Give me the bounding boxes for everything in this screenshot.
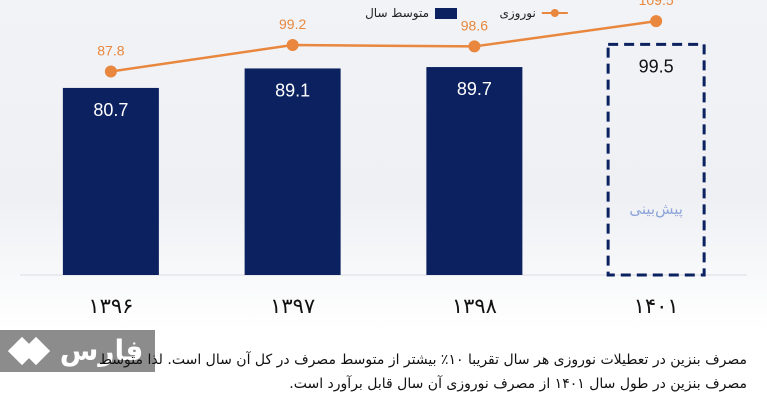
legend-swatch-nowruz bbox=[541, 7, 568, 19]
bar-line-chart: 80.7 ۱۳۹۶ 89.1 ۱۳۹۷ 89.7 ۱۳۹۸ 99.5 ۱۴۰۱ پیش‌بینی… bbox=[20, 0, 747, 318]
nowruz-value-label-4: 109.5 bbox=[639, 0, 674, 8]
chart-caption: مصرف بنزین در تعطیلات نوروزی هر سال تقری… bbox=[99, 352, 747, 392]
logo-text: فارس bbox=[59, 334, 144, 367]
bar-1 bbox=[62, 87, 159, 275]
bar-value-label-4: 99.5 bbox=[639, 56, 674, 76]
x-tick-label-3: ۱۳۹۸ bbox=[452, 294, 497, 318]
legend-swatch-average bbox=[435, 7, 457, 19]
bar-3 bbox=[426, 67, 523, 276]
bar-4-forecast bbox=[606, 42, 706, 277]
nowruz-point-3 bbox=[468, 40, 481, 53]
x-tick-label-4: ۱۴۰۱ bbox=[634, 294, 679, 318]
legend-item-average: متوسط سال bbox=[365, 6, 457, 20]
nowruz-line bbox=[110, 19, 657, 73]
diamond-logo-icon bbox=[12, 339, 50, 363]
chart-legend: متوسط سال نوروزی bbox=[0, 6, 767, 26]
bar-value-label-2: 89.1 bbox=[275, 80, 310, 100]
farsnews-logo: فارس bbox=[0, 330, 155, 372]
nowruz-value-label-3: 98.6 bbox=[461, 17, 488, 33]
caption-section: فارس مصرف بنزین در تعطیلات نوروزی هر سال… bbox=[0, 330, 767, 418]
bar-value-label-1: 80.7 bbox=[93, 100, 128, 120]
legend-label-average: متوسط سال bbox=[365, 6, 429, 20]
nowruz-point-1 bbox=[104, 65, 117, 78]
bar-value-label-3: 89.7 bbox=[457, 79, 492, 99]
nowruz-point-4 bbox=[650, 15, 663, 28]
legend-item-nowruz: نوروزی bbox=[499, 6, 568, 20]
forecast-annotation: پیش‌بینی bbox=[629, 200, 683, 219]
bar-2 bbox=[244, 68, 341, 275]
legend-label-nowruz: نوروزی bbox=[499, 6, 536, 20]
x-tick-label-1: ۱۳۹۶ bbox=[88, 294, 133, 318]
nowruz-value-label-2: 99.2 bbox=[279, 16, 306, 32]
x-tick-label-2: ۱۳۹۷ bbox=[270, 294, 315, 318]
chart-panel: متوسط سال نوروزی 80.7 ۱۳۹۶ 89.1 ۱۳۹۷ 89.7 ۱۳۹… bbox=[0, 0, 767, 330]
nowruz-value-label-1: 87.8 bbox=[97, 42, 124, 58]
nowruz-point-2 bbox=[286, 39, 299, 52]
